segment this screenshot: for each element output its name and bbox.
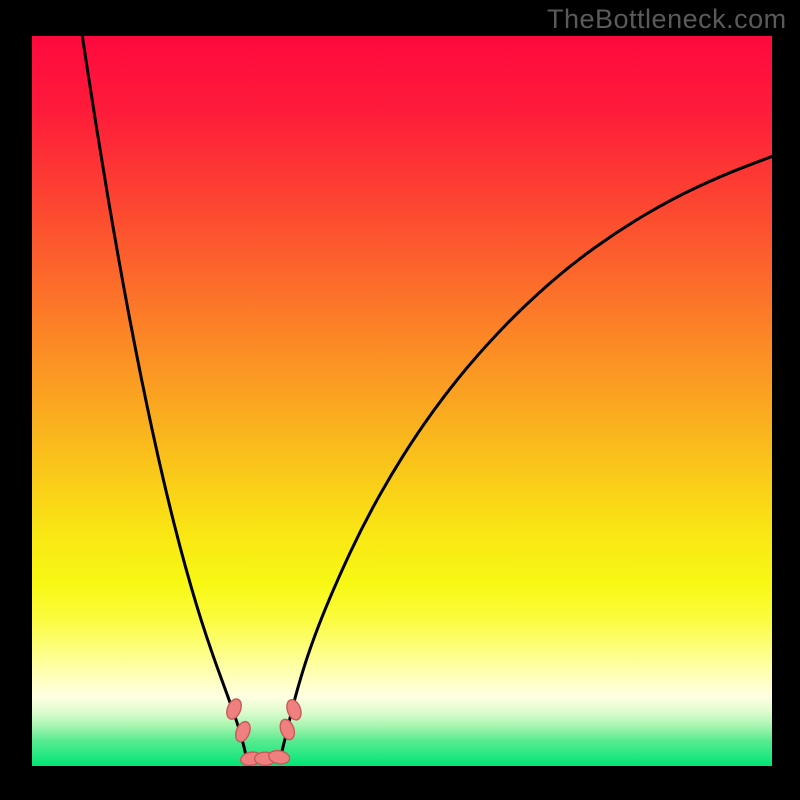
watermark-text: TheBottleneck.com: [547, 4, 787, 35]
chart-svg: [32, 36, 772, 766]
plot-area: [32, 36, 772, 766]
chart-background: [32, 36, 772, 766]
